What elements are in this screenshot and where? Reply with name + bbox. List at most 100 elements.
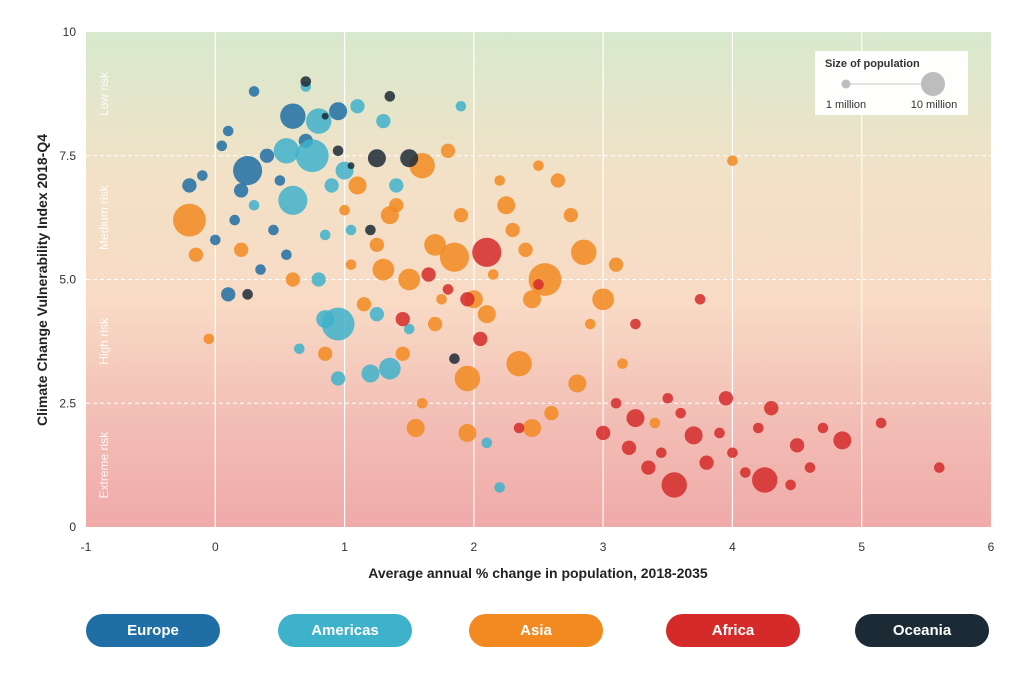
data-point-europe	[209, 234, 221, 246]
data-point-asia	[568, 374, 587, 393]
data-point-europe	[329, 102, 348, 121]
y-axis-title: Climate Change Vulnerability Index 2018-…	[34, 134, 50, 426]
data-point-europe	[268, 224, 279, 236]
data-point-americas	[376, 113, 391, 129]
data-point-asia	[389, 198, 404, 213]
africa-button[interactable]: Africa	[666, 614, 800, 647]
data-point-oceania	[384, 91, 396, 102]
size-legend-large-circle	[921, 72, 945, 96]
data-point-africa	[817, 422, 829, 434]
data-point-africa	[727, 447, 738, 459]
data-point-asia	[505, 222, 520, 238]
x-tick-label: 2	[471, 540, 478, 554]
x-axis-ticks: -1 0 1 2 3 4 5 6	[81, 540, 995, 554]
data-point-africa	[718, 391, 734, 406]
data-point-asia	[649, 417, 661, 429]
data-point-africa	[789, 438, 805, 453]
data-point-africa	[656, 447, 667, 459]
data-point-europe	[182, 178, 197, 193]
data-point-americas	[345, 224, 357, 236]
data-point-asia	[518, 242, 533, 257]
data-point-africa	[621, 440, 637, 455]
data-point-asia	[427, 316, 443, 332]
y-tick-label: 10	[63, 25, 77, 39]
x-tick-label: 1	[341, 540, 348, 554]
data-point-africa	[785, 479, 796, 491]
europe-button[interactable]: Europe	[86, 614, 220, 647]
data-point-oceania	[300, 76, 312, 87]
data-point-asia	[563, 208, 578, 223]
data-point-africa	[714, 427, 725, 439]
asia-button[interactable]: Asia	[469, 614, 603, 647]
data-point-asia	[494, 175, 506, 186]
data-point-africa	[833, 431, 852, 450]
data-point-asia	[506, 350, 532, 377]
data-point-americas	[294, 343, 305, 355]
data-point-americas	[403, 323, 415, 335]
data-point-americas	[278, 185, 308, 215]
data-point-oceania	[367, 149, 386, 168]
data-point-africa	[460, 292, 475, 307]
data-point-africa	[752, 422, 764, 434]
data-point-asia	[571, 239, 597, 265]
data-point-africa	[473, 331, 488, 347]
data-point-europe	[281, 249, 292, 261]
y-tick-label: 2.5	[59, 396, 76, 410]
data-point-americas	[455, 100, 467, 112]
data-point-europe	[255, 264, 266, 275]
x-tick-label: 4	[729, 540, 736, 554]
data-point-africa	[752, 467, 778, 493]
risk-band-label: High risk	[97, 317, 111, 365]
data-point-africa	[764, 401, 779, 416]
data-point-africa	[875, 417, 887, 429]
data-points	[173, 76, 945, 498]
data-point-asia	[454, 365, 481, 392]
data-point-americas	[273, 138, 300, 164]
size-legend-large-label: 10 million	[911, 99, 957, 111]
data-point-europe	[280, 103, 306, 129]
data-point-africa	[661, 472, 687, 498]
data-point-americas	[361, 364, 380, 383]
data-point-americas	[494, 482, 506, 493]
data-point-asia	[424, 234, 446, 256]
data-point-americas	[248, 199, 260, 211]
size-legend-small-circle	[841, 79, 851, 89]
data-point-asia	[544, 406, 559, 421]
region-legend: Europe Americas Asia Africa Oceania	[0, 614, 1033, 648]
data-point-asia	[497, 196, 516, 215]
data-point-asia	[439, 242, 470, 272]
data-point-americas	[295, 139, 329, 173]
data-point-europe	[229, 214, 240, 226]
x-tick-label: 5	[858, 540, 865, 554]
data-point-americas	[369, 307, 385, 322]
data-point-asia	[398, 268, 421, 291]
data-point-europe	[274, 175, 286, 186]
data-point-africa	[684, 426, 703, 445]
data-point-europe	[248, 86, 260, 97]
data-point-africa	[804, 462, 816, 473]
data-point-americas	[350, 99, 365, 114]
data-point-africa	[740, 467, 751, 478]
y-tick-label: 5.0	[59, 273, 76, 287]
oceania-button[interactable]: Oceania	[855, 614, 989, 647]
data-point-africa	[513, 422, 525, 434]
data-point-asia	[203, 333, 215, 345]
data-point-oceania	[332, 145, 344, 157]
data-point-europe	[222, 125, 234, 137]
data-point-africa	[533, 279, 544, 290]
data-point-americas	[306, 108, 332, 134]
data-point-asia	[477, 305, 496, 324]
americas-button[interactable]: Americas	[278, 614, 412, 647]
data-point-asia	[318, 346, 333, 361]
data-point-africa	[933, 462, 945, 473]
data-point-europe	[197, 170, 208, 181]
size-legend: Size of population 1 million 10 million	[815, 51, 968, 115]
data-point-oceania	[321, 112, 329, 120]
data-point-americas	[324, 178, 339, 193]
data-point-asia	[592, 288, 614, 311]
scatter-chart: Low risk Medium risk High risk Extreme risk…	[34, 25, 995, 581]
data-point-americas	[378, 357, 401, 380]
data-point-asia	[533, 160, 544, 171]
data-point-africa	[626, 409, 645, 428]
data-point-asia	[584, 318, 596, 330]
